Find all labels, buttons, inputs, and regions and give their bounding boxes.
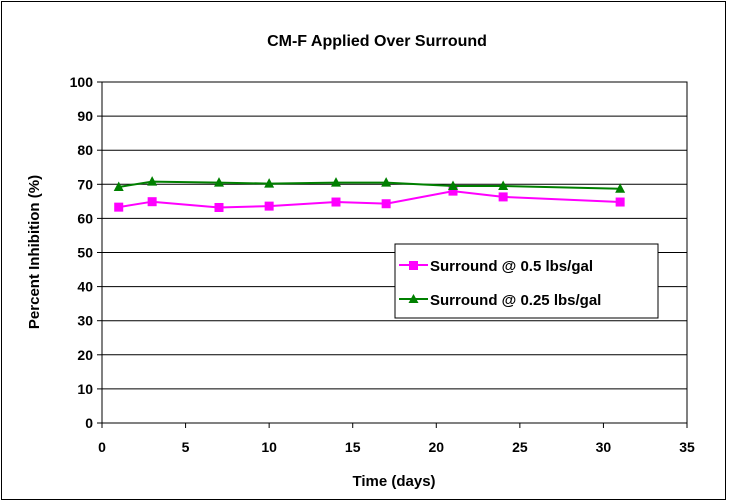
data-point-series-1 [498,192,508,202]
data-point-series-2 [498,180,509,191]
data-point-series-2 [113,181,124,192]
series-group [113,176,626,212]
data-point-series-1 [331,197,341,207]
legend-marker-series-1 [409,261,418,270]
legend-label-series-1: Surround @ 0.5 lbs/gal [430,258,593,275]
data-point-series-1 [114,202,124,212]
data-point-series-2 [147,176,158,186]
data-point-series-1 [214,202,224,212]
legend-marker-series-2 [408,294,419,303]
data-point-series-1 [264,201,274,211]
data-point-series-1 [147,197,157,207]
x-tick-label: 5 [182,439,190,455]
x-tick-label: 0 [98,439,106,455]
data-point-series-1 [615,197,625,207]
y-tick-label: 60 [77,210,93,226]
x-axis-title: Time (days) [352,473,435,490]
x-axis-ticks: 0 5 10 15 20 25 30 35 [98,423,695,455]
grid-lines [102,115,687,390]
y-tick-label: 80 [77,142,93,158]
data-point-series-2 [331,177,341,187]
y-tick-label: 90 [77,108,93,124]
y-axis-ticks: 0 10 20 30 40 50 60 70 80 90 100 [70,74,102,431]
y-tick-label: 100 [70,74,94,90]
legend-box [394,243,659,319]
x-tick-label: 25 [512,439,528,455]
x-tick-label: 30 [596,439,612,455]
y-tick-label: 0 [85,415,93,431]
data-point-series-1 [448,186,458,196]
data-point-series-2 [615,183,626,193]
x-tick-label: 10 [261,439,277,455]
y-tick-label: 70 [77,176,93,192]
chart-title: CM-F Applied Over Surround [267,33,487,50]
y-tick-label: 50 [77,245,93,261]
legend-label-series-2: Surround @ 0.25 lbs/gal [430,292,601,309]
y-tick-label: 20 [77,347,93,363]
x-tick-label: 20 [428,439,444,455]
data-point-series-2 [381,177,392,187]
x-tick-label: 15 [345,439,361,455]
y-tick-label: 40 [77,279,93,295]
data-point-series-2 [264,178,275,188]
legend: Surround @ 0.5 lbs/gal Surround @ 0.25 l… [394,243,659,319]
data-point-series-2 [448,180,458,191]
x-tick-label: 35 [679,439,695,455]
y-axis-title: Percent Inhibition (%) [26,175,43,329]
data-point-series-2 [214,177,224,187]
y-tick-label: 30 [77,313,93,329]
y-tick-label: 10 [77,381,93,397]
data-point-series-1 [381,199,391,209]
